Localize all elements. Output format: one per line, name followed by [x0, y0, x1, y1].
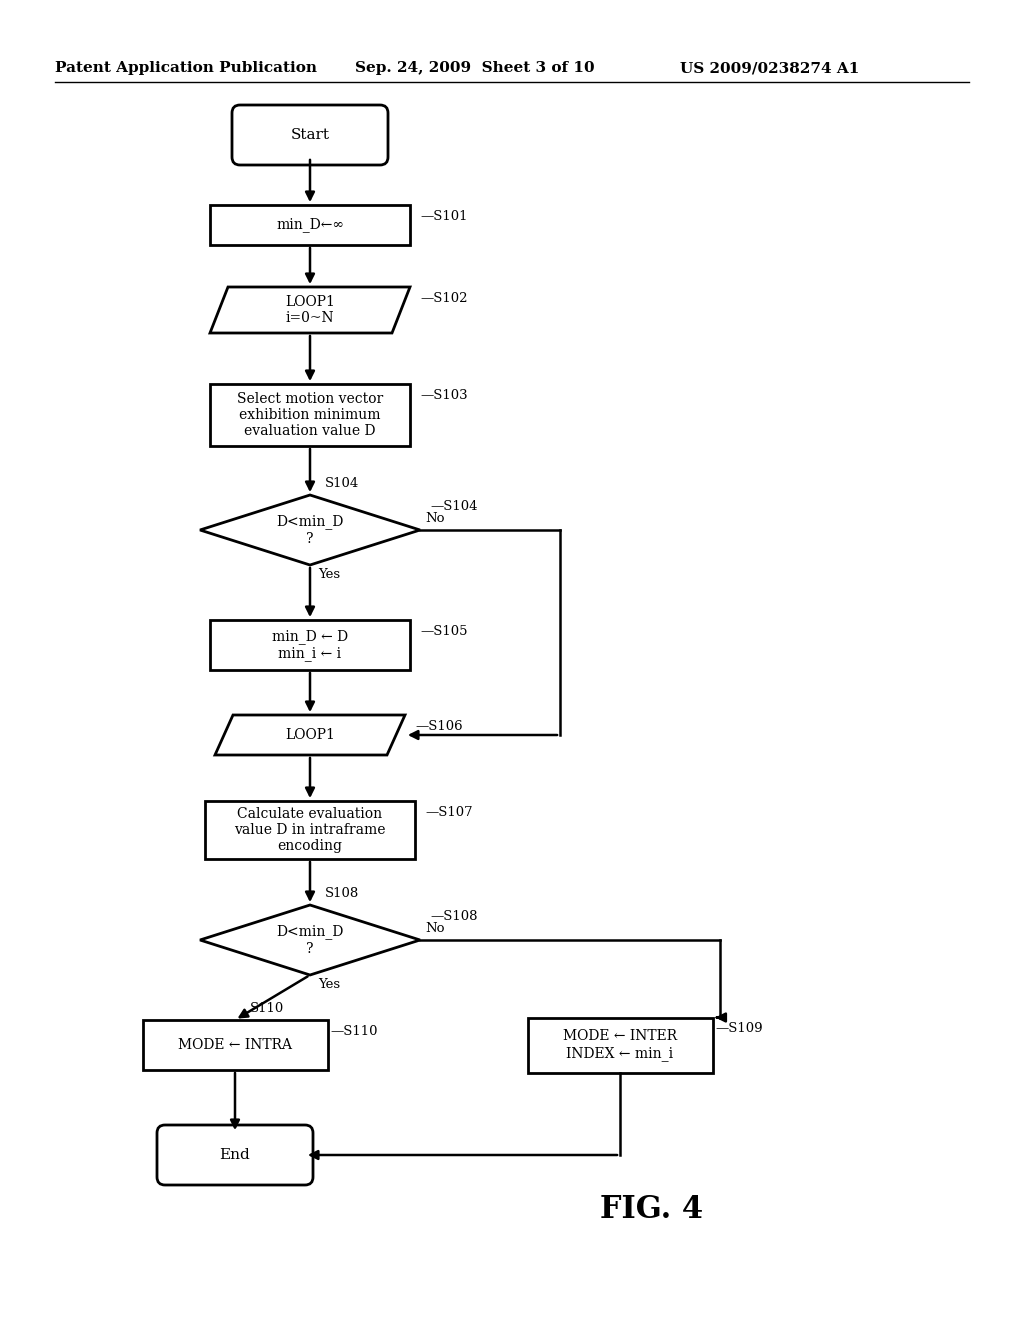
Bar	[142, 1020, 328, 1071]
Text: min_D←∞: min_D←∞	[276, 218, 344, 232]
Text: —S104: —S104	[430, 500, 477, 513]
Text: min_D ← D
min_i ← i: min_D ← D min_i ← i	[272, 630, 348, 661]
Text: No: No	[425, 512, 444, 525]
Text: LOOP1: LOOP1	[285, 729, 335, 742]
Text: US 2009/0238274 A1: US 2009/0238274 A1	[680, 61, 859, 75]
Text: Yes: Yes	[318, 978, 340, 991]
Text: —S108: —S108	[430, 909, 477, 923]
Text: Calculate evaluation
value D in intraframe
encoding: Calculate evaluation value D in intrafra…	[234, 807, 386, 853]
Text: —S107: —S107	[425, 807, 473, 818]
Text: FIG. 4: FIG. 4	[600, 1195, 703, 1225]
Text: Patent Application Publication: Patent Application Publication	[55, 61, 317, 75]
Bar	[210, 384, 410, 446]
Text: LOOP1
i=0~N: LOOP1 i=0~N	[285, 294, 335, 325]
Polygon shape	[210, 286, 410, 333]
Text: MODE ← INTRA: MODE ← INTRA	[178, 1038, 292, 1052]
Text: —S110: —S110	[330, 1026, 378, 1038]
Text: —S102: —S102	[420, 292, 468, 305]
Text: D<min_D
?: D<min_D ?	[276, 515, 344, 545]
Text: MODE ← INTER
INDEX ← min_i: MODE ← INTER INDEX ← min_i	[563, 1030, 677, 1060]
Text: Select motion vector
exhibition minimum
evaluation value D: Select motion vector exhibition minimum …	[237, 392, 383, 438]
FancyBboxPatch shape	[232, 106, 388, 165]
Text: —S106: —S106	[415, 719, 463, 733]
Text: Yes: Yes	[318, 568, 340, 581]
Text: —S103: —S103	[420, 389, 468, 403]
Text: —S105: —S105	[420, 624, 468, 638]
FancyBboxPatch shape	[157, 1125, 313, 1185]
Text: S110: S110	[250, 1002, 285, 1015]
Bar	[527, 1018, 713, 1072]
Text: No: No	[425, 921, 444, 935]
Text: —S109: —S109	[715, 1023, 763, 1035]
Polygon shape	[200, 495, 420, 565]
Bar	[210, 205, 410, 246]
Text: Sep. 24, 2009  Sheet 3 of 10: Sep. 24, 2009 Sheet 3 of 10	[355, 61, 595, 75]
Polygon shape	[200, 906, 420, 975]
Bar	[205, 801, 415, 859]
Text: D<min_D
?: D<min_D ?	[276, 924, 344, 956]
Text: Start: Start	[291, 128, 330, 143]
Bar	[210, 620, 410, 671]
Text: S104: S104	[325, 477, 359, 490]
Text: End: End	[219, 1148, 251, 1162]
Polygon shape	[215, 715, 406, 755]
Text: —S101: —S101	[420, 210, 468, 223]
Text: S108: S108	[325, 887, 359, 900]
